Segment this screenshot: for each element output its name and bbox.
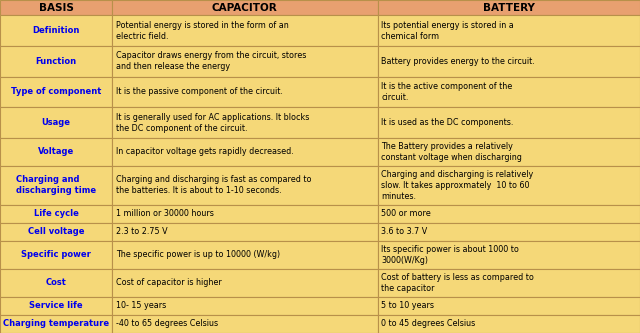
Text: It is generally used for AC applications. It blocks
the DC component of the circ: It is generally used for AC applications…: [116, 113, 309, 133]
Bar: [112, 46, 378, 77]
Text: Battery provides energy to the circuit.: Battery provides energy to the circuit.: [381, 57, 535, 66]
Text: Specific power: Specific power: [21, 250, 91, 259]
Text: Charging and discharging is relatively
slow. It takes approxmately  10 to 60
min: Charging and discharging is relatively s…: [381, 170, 534, 201]
Bar: [378, 241, 640, 269]
Bar: [378, 15, 640, 46]
Text: 0 to 45 degrees Celsius: 0 to 45 degrees Celsius: [381, 319, 476, 328]
Text: 1 million or 30000 hours: 1 million or 30000 hours: [116, 209, 214, 218]
Text: Service life: Service life: [29, 301, 83, 310]
Text: The specific power is up to 10000 (W/kg): The specific power is up to 10000 (W/kg): [116, 250, 280, 259]
Text: It is used as the DC components.: It is used as the DC components.: [381, 118, 514, 127]
Text: In capacitor voltage gets rapidly decreased.: In capacitor voltage gets rapidly decrea…: [116, 148, 294, 157]
Bar: [112, 166, 378, 205]
Bar: [0, 46, 112, 77]
Bar: [112, 138, 378, 166]
Bar: [112, 269, 378, 297]
Text: Usage: Usage: [42, 118, 70, 127]
Bar: [0, 223, 112, 241]
Bar: [378, 315, 640, 333]
Text: Cell voltage: Cell voltage: [28, 227, 84, 236]
Text: CAPACITOR: CAPACITOR: [212, 3, 278, 13]
Bar: [378, 205, 640, 223]
Bar: [112, 241, 378, 269]
Text: Life cycle: Life cycle: [33, 209, 79, 218]
Text: Cost: Cost: [45, 278, 67, 287]
Bar: [378, 138, 640, 166]
Text: Its potential energy is stored in a
chemical form: Its potential energy is stored in a chem…: [381, 21, 514, 41]
Text: 5 to 10 years: 5 to 10 years: [381, 301, 435, 310]
Text: Function: Function: [35, 57, 77, 66]
Bar: [0, 15, 112, 46]
Bar: [0, 205, 112, 223]
Bar: [378, 166, 640, 205]
Bar: [0, 138, 112, 166]
Bar: [378, 223, 640, 241]
Text: -40 to 65 degrees Celsius: -40 to 65 degrees Celsius: [116, 319, 218, 328]
Bar: [0, 297, 112, 315]
Text: Its specific power is about 1000 to
3000(W/Kg): Its specific power is about 1000 to 3000…: [381, 245, 519, 265]
Text: The Battery provides a relatively
constant voltage when discharging: The Battery provides a relatively consta…: [381, 142, 522, 162]
Text: Charging temperature: Charging temperature: [3, 319, 109, 328]
Bar: [0, 0, 112, 15]
Bar: [378, 269, 640, 297]
Text: It is the active component of the
circuit.: It is the active component of the circui…: [381, 82, 513, 102]
Bar: [112, 297, 378, 315]
Bar: [0, 166, 112, 205]
Bar: [112, 205, 378, 223]
Text: Charging and
discharging time: Charging and discharging time: [16, 175, 96, 195]
Bar: [112, 77, 378, 107]
Bar: [0, 269, 112, 297]
Text: Definition: Definition: [32, 26, 80, 35]
Text: 2.3 to 2.75 V: 2.3 to 2.75 V: [116, 227, 168, 236]
Text: 500 or more: 500 or more: [381, 209, 431, 218]
Bar: [0, 315, 112, 333]
Text: Capacitor draws energy from the circuit, stores
and then release the energy: Capacitor draws energy from the circuit,…: [116, 51, 306, 71]
Text: 3.6 to 3.7 V: 3.6 to 3.7 V: [381, 227, 428, 236]
Text: Voltage: Voltage: [38, 148, 74, 157]
Text: Cost of capacitor is higher: Cost of capacitor is higher: [116, 278, 221, 287]
Text: 10- 15 years: 10- 15 years: [116, 301, 166, 310]
Text: Potential energy is stored in the form of an
electric field.: Potential energy is stored in the form o…: [116, 21, 289, 41]
Text: Charging and discharging is fast as compared to
the batteries. It is about to 1-: Charging and discharging is fast as comp…: [116, 175, 311, 195]
Bar: [112, 0, 378, 15]
Bar: [378, 0, 640, 15]
Bar: [378, 107, 640, 138]
Bar: [0, 77, 112, 107]
Bar: [378, 297, 640, 315]
Text: It is the passive component of the circuit.: It is the passive component of the circu…: [116, 88, 283, 97]
Bar: [112, 223, 378, 241]
Text: BATTERY: BATTERY: [483, 3, 535, 13]
Text: Type of component: Type of component: [11, 88, 101, 97]
Bar: [378, 46, 640, 77]
Bar: [112, 15, 378, 46]
Bar: [112, 315, 378, 333]
Text: Cost of battery is less as compared to
the capacitor: Cost of battery is less as compared to t…: [381, 273, 534, 293]
Bar: [0, 241, 112, 269]
Text: BASIS: BASIS: [38, 3, 74, 13]
Bar: [378, 77, 640, 107]
Bar: [112, 107, 378, 138]
Bar: [0, 107, 112, 138]
